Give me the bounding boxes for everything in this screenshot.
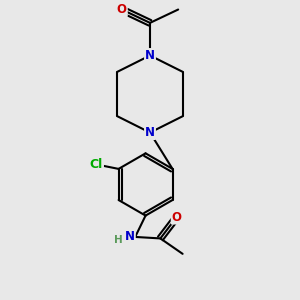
Text: H: H [114,235,123,245]
Text: Cl: Cl [90,158,103,171]
Text: N: N [125,230,135,243]
Text: N: N [145,126,155,139]
Text: O: O [117,3,127,16]
Text: N: N [145,49,155,62]
Text: O: O [172,211,182,224]
